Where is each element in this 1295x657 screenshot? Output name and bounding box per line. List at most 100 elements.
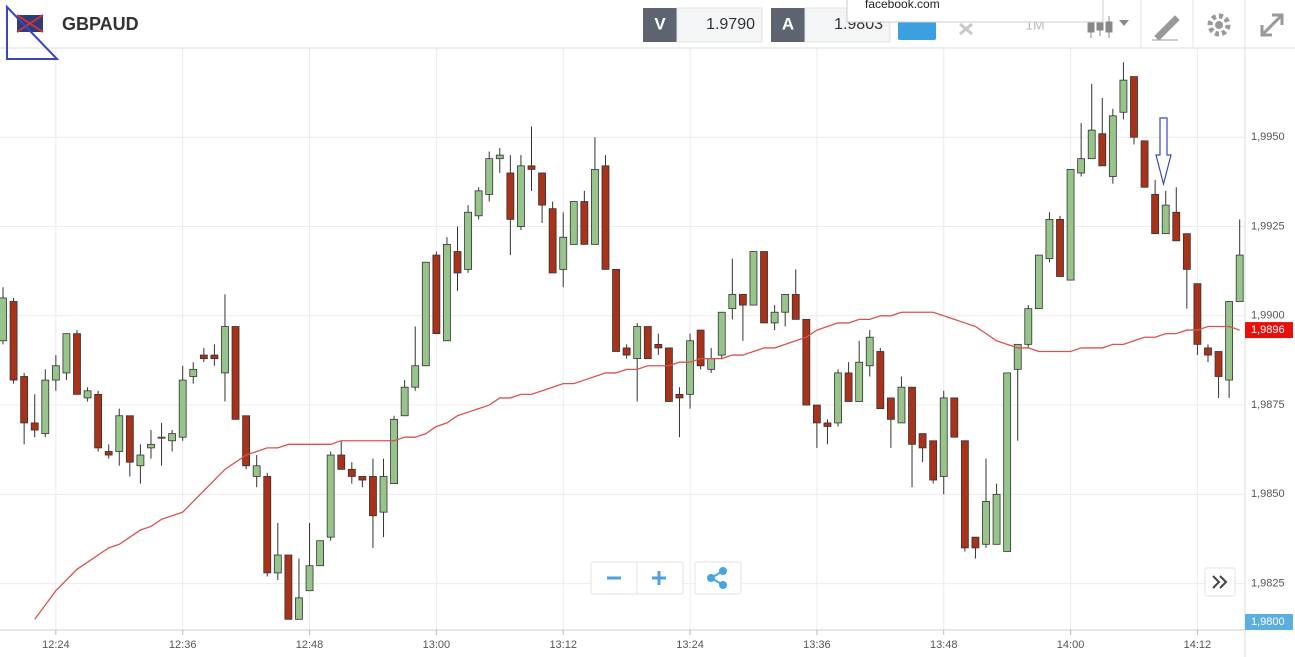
candle-body (20, 376, 29, 424)
trade-button[interactable] (898, 18, 936, 40)
candle-body (760, 251, 768, 324)
candle-body (1193, 283, 1202, 345)
candle-body (199, 354, 208, 360)
candle-body (1024, 308, 1033, 345)
candle-body (971, 536, 980, 549)
candle-body (612, 268, 620, 352)
candle-body (358, 476, 367, 481)
candle-body (781, 293, 790, 313)
last-value-tag (1245, 322, 1293, 339)
candle-body (739, 293, 747, 306)
candle-body (62, 333, 71, 374)
candle-body (1140, 140, 1149, 188)
candle-body (633, 326, 642, 360)
x-tick-label: 13:48 (930, 639, 958, 651)
candle-body (347, 468, 356, 477)
candle-body (485, 158, 494, 195)
moving-average (34, 311, 1240, 620)
popup (846, 0, 1104, 23)
candle-body (770, 311, 779, 324)
candle-body (643, 326, 652, 360)
candle-body (369, 476, 377, 517)
candle-body (665, 347, 673, 402)
y-tick-label: 1,9850 (1251, 488, 1285, 500)
candle-body (675, 393, 684, 399)
candle-body (104, 451, 113, 456)
x-tick-label: 13:12 (549, 639, 577, 651)
candle-body (580, 201, 589, 245)
candle-body (263, 476, 272, 574)
candle-body (400, 386, 409, 417)
x-tick-label: 12:36 (169, 639, 197, 651)
candle-body (1225, 301, 1234, 381)
candle-body (443, 243, 451, 342)
candle-body (1034, 254, 1043, 310)
candle-body (273, 554, 282, 574)
candle-body (1098, 133, 1107, 167)
y-tick-label: 1,9875 (1251, 399, 1285, 411)
candle-body (749, 251, 758, 306)
settings-icon[interactable] (1207, 13, 1231, 37)
x-tick-label: 13:24 (676, 639, 704, 651)
share-button[interactable] (694, 561, 742, 595)
corner-marker (6, 4, 60, 60)
candle-body (474, 190, 483, 217)
x-tick-label: 13:00 (423, 639, 451, 651)
candle-body (1066, 168, 1075, 281)
x-tick-label: 12:24 (42, 639, 70, 651)
candle-body (865, 336, 874, 367)
pencil-icon[interactable] (1152, 15, 1180, 41)
candle-body (855, 361, 864, 402)
candle-body (1013, 343, 1022, 370)
candle-body (379, 476, 388, 513)
candle-body (950, 397, 959, 438)
candle-body (1003, 372, 1012, 552)
candle-body (527, 165, 536, 170)
candle-body (242, 415, 251, 467)
candle-body (1045, 218, 1054, 260)
y-tick-label: 1,9950 (1251, 131, 1285, 143)
candle-body (992, 493, 1001, 545)
y-tick-label: 1,9925 (1251, 220, 1285, 232)
candle-body (316, 540, 325, 567)
dropdown-arrow[interactable] (1119, 20, 1129, 26)
candle-body (0, 297, 7, 342)
scroll-end-icon (1212, 575, 1228, 589)
fullscreen-icon[interactable] (1260, 13, 1284, 37)
candle-body (252, 465, 261, 477)
candle-body (464, 211, 472, 270)
settings-hub (1215, 21, 1223, 29)
ask-label: A (782, 14, 794, 33)
candle-body (569, 201, 578, 245)
grid (0, 48, 1245, 630)
bid-button[interactable] (643, 8, 677, 42)
candle-body (548, 208, 557, 274)
candle-body (506, 172, 515, 220)
candle-body (1056, 218, 1064, 277)
ask-button[interactable] (771, 8, 805, 42)
x-tick-label: 12:48 (296, 639, 324, 651)
candle-body (51, 365, 60, 381)
candle-body (231, 326, 240, 420)
zoom-in[interactable] (652, 571, 666, 585)
last-value-label: 1,9896 (1251, 324, 1285, 336)
bid-box[interactable] (676, 7, 763, 43)
candle-body (295, 597, 303, 620)
candle-body (517, 165, 525, 227)
candle-body (929, 440, 938, 481)
x-tick-label: 13:36 (803, 639, 831, 651)
candle-body (601, 165, 610, 270)
candle-body (157, 436, 166, 439)
candle-body (1161, 204, 1170, 235)
candle-body (73, 333, 81, 395)
candle-body (707, 358, 716, 370)
candle-body (1182, 233, 1191, 270)
candle-body (1108, 115, 1117, 177)
candle-body (1214, 351, 1223, 377)
draw-tool-icon[interactable] (959, 22, 973, 36)
candle-body (30, 422, 39, 431)
candle-body (390, 418, 398, 485)
share-icon (707, 567, 727, 589)
candle-body (686, 340, 694, 395)
candle-body (495, 154, 504, 160)
